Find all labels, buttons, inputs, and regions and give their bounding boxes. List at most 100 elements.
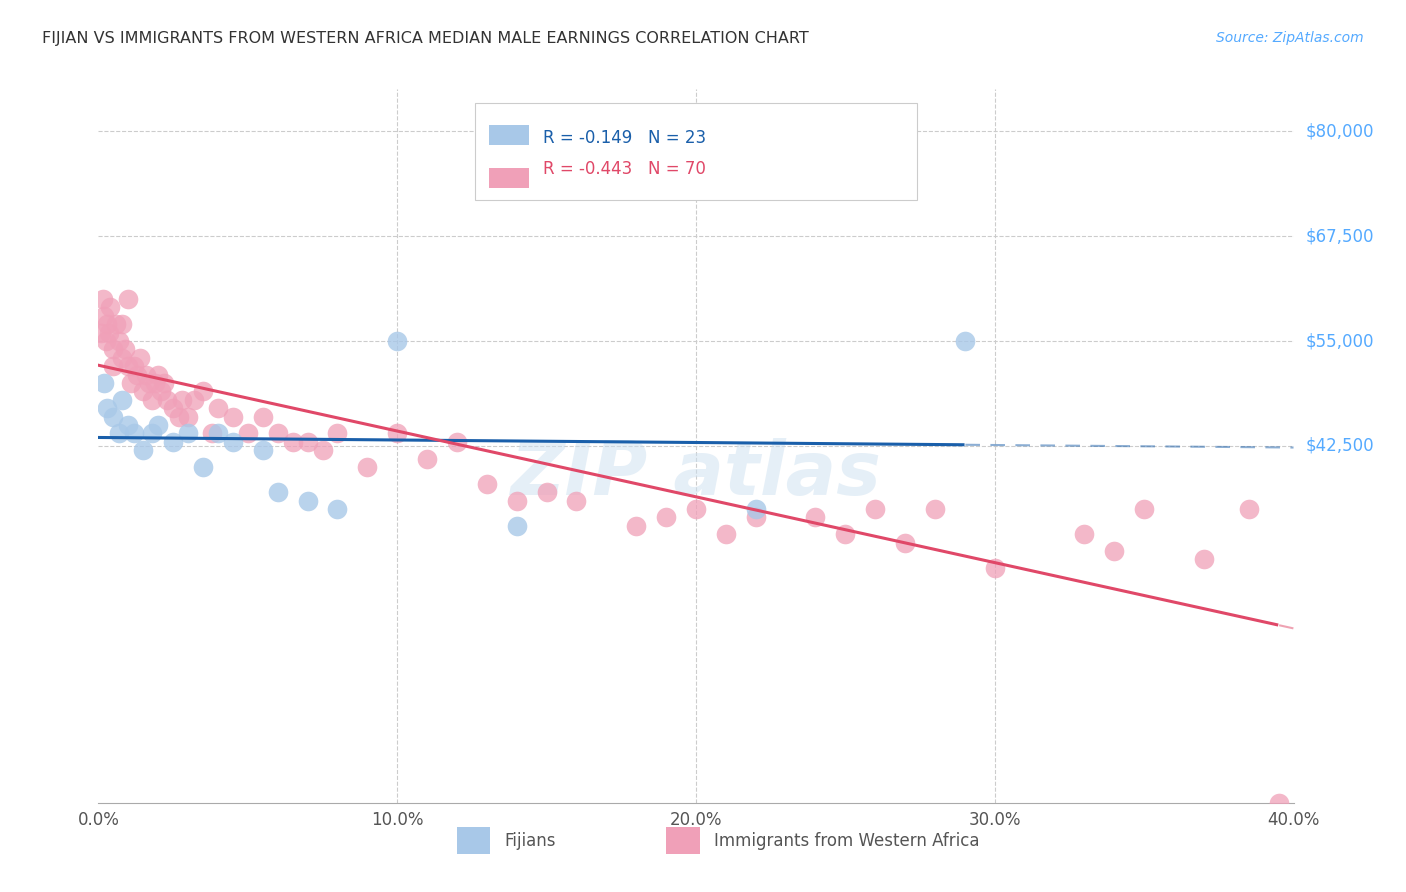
Text: $55,000: $55,000	[1305, 332, 1374, 350]
Point	[1192, 552, 1215, 566]
Point	[105, 318, 128, 332]
Point	[103, 359, 125, 374]
Point	[326, 426, 349, 441]
Point	[685, 502, 707, 516]
Point	[385, 334, 409, 348]
Point	[953, 334, 976, 348]
Point	[108, 334, 131, 348]
Point	[506, 493, 529, 508]
Point	[326, 502, 349, 516]
Point	[96, 318, 118, 332]
Point	[1237, 502, 1260, 516]
Point	[1102, 544, 1125, 558]
Point	[236, 426, 259, 441]
Point	[124, 426, 146, 441]
Point	[356, 460, 378, 475]
Point	[222, 409, 245, 424]
FancyBboxPatch shape	[475, 103, 917, 200]
Point	[108, 426, 131, 441]
Point	[114, 343, 136, 357]
Point	[201, 426, 224, 441]
Point	[655, 510, 678, 524]
Point	[94, 334, 117, 348]
Point	[565, 493, 588, 508]
Point	[624, 518, 647, 533]
Point	[96, 401, 118, 416]
Text: $80,000: $80,000	[1305, 122, 1374, 140]
Text: R = -0.149   N = 23: R = -0.149 N = 23	[543, 129, 706, 147]
Point	[924, 502, 946, 516]
Point	[103, 409, 125, 424]
Point	[191, 460, 214, 475]
Text: $67,500: $67,500	[1305, 227, 1374, 245]
Point	[117, 359, 139, 374]
Point	[167, 409, 190, 424]
Point	[1267, 796, 1289, 810]
Point	[281, 434, 304, 449]
Point	[834, 527, 856, 541]
Point	[117, 292, 139, 306]
Text: Fijians: Fijians	[505, 831, 557, 849]
Point	[506, 518, 529, 533]
Point	[138, 376, 160, 390]
Point	[745, 502, 768, 516]
Point	[1073, 527, 1095, 541]
Point	[135, 368, 157, 382]
Point	[98, 301, 122, 315]
Point	[804, 510, 827, 524]
Point	[207, 426, 229, 441]
Text: Immigrants from Western Africa: Immigrants from Western Africa	[714, 831, 980, 849]
Point	[894, 535, 917, 549]
Point	[132, 384, 155, 399]
Point	[536, 485, 558, 500]
Point	[183, 392, 205, 407]
Bar	[489, 125, 529, 145]
Point	[297, 434, 319, 449]
Point	[111, 392, 134, 407]
Point	[120, 376, 142, 390]
Point	[129, 351, 152, 365]
Point	[127, 368, 149, 382]
Point	[162, 434, 184, 449]
Point	[207, 401, 229, 416]
Point	[111, 318, 134, 332]
Point	[150, 384, 173, 399]
Point	[143, 376, 166, 390]
Point	[97, 326, 120, 340]
Point	[156, 392, 179, 407]
Text: ZIP atlas: ZIP atlas	[510, 438, 882, 511]
Point	[132, 443, 155, 458]
Point	[416, 451, 439, 466]
Bar	[489, 169, 529, 188]
Point	[385, 426, 409, 441]
Point	[297, 493, 319, 508]
Point	[252, 443, 274, 458]
Point	[252, 409, 274, 424]
Text: Source: ZipAtlas.com: Source: ZipAtlas.com	[1216, 31, 1364, 45]
Point	[93, 309, 115, 323]
Point	[311, 443, 333, 458]
Text: FIJIAN VS IMMIGRANTS FROM WESTERN AFRICA MEDIAN MALE EARNINGS CORRELATION CHART: FIJIAN VS IMMIGRANTS FROM WESTERN AFRICA…	[42, 31, 808, 46]
Point	[124, 359, 146, 374]
Point	[172, 392, 194, 407]
Point	[191, 384, 214, 399]
Point	[153, 376, 176, 390]
Point	[141, 426, 163, 441]
Point	[446, 434, 468, 449]
Point	[148, 417, 170, 432]
Point	[267, 426, 290, 441]
Point	[162, 401, 184, 416]
Point	[222, 434, 245, 449]
Point	[475, 476, 498, 491]
Bar	[457, 827, 491, 855]
Bar	[666, 827, 700, 855]
Point	[141, 392, 163, 407]
Point	[267, 485, 290, 500]
Point	[177, 409, 200, 424]
Point	[863, 502, 886, 516]
Point	[714, 527, 737, 541]
Point	[117, 417, 139, 432]
Point	[983, 560, 1005, 574]
Text: $42,500: $42,500	[1305, 437, 1374, 455]
Point	[745, 510, 768, 524]
